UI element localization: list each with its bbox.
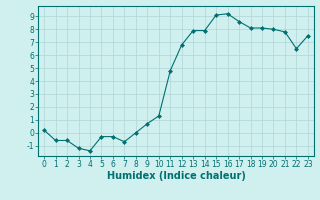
X-axis label: Humidex (Indice chaleur): Humidex (Indice chaleur) xyxy=(107,171,245,181)
